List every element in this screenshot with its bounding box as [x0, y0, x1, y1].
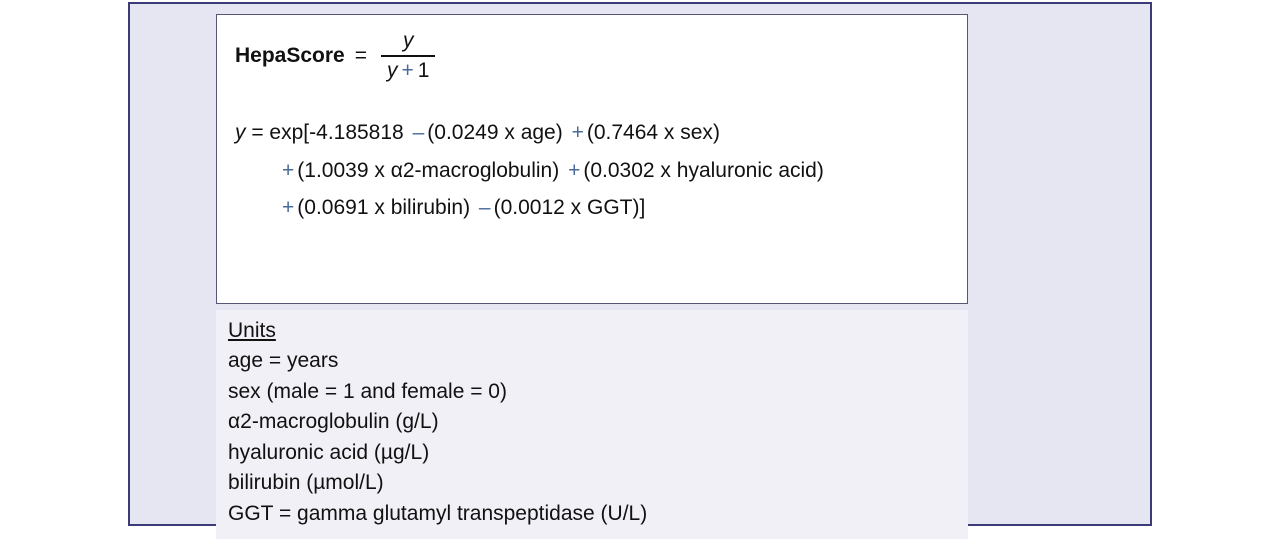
y-lhs: y [235, 121, 246, 144]
fraction-denominator-plus: + [397, 59, 417, 82]
coef-3: 1.0039 [304, 159, 368, 182]
times-5: x [374, 196, 385, 219]
op-1: – [410, 121, 428, 144]
units-row-3: hyaluronic acid (µg/L) [228, 438, 956, 468]
hepascore-fraction-line: HepaScore = y y+1 [235, 29, 949, 83]
units-row-5: GGT = gamma glutamyl transpeptidase (U/L… [228, 499, 956, 529]
units-title: Units [228, 316, 956, 346]
y-line-2: +(1.0039 x α2-macroglobulin) +(0.0302 x … [235, 155, 949, 187]
var-1: age [521, 121, 556, 144]
units-row-2: α2-macroglobulin (g/L) [228, 407, 956, 437]
fraction-numerator: y [397, 29, 420, 53]
figure-panel: HepaScore = y y+1 y = exp[-4.185818 –(0.… [128, 2, 1152, 526]
times-3: x [374, 159, 385, 182]
op-2: + [569, 121, 587, 144]
y-line-3: +(0.0691 x bilirubin) –(0.0012 x GGT)] [235, 192, 949, 224]
op-5: + [279, 196, 297, 219]
hepascore-label: HepaScore [235, 40, 345, 72]
fraction-bar [381, 55, 435, 57]
fraction: y y+1 [381, 29, 435, 83]
y-line-1: y = exp[-4.185818 –(0.0249 x age) +(0.74… [235, 117, 949, 149]
op-4: + [565, 159, 583, 182]
units-row-1: sex (male = 1 and female = 0) [228, 377, 956, 407]
var-3: α2-macroglobulin [391, 159, 553, 182]
formula-box: HepaScore = y y+1 y = exp[-4.185818 –(0.… [216, 14, 968, 304]
times-4: x [660, 159, 671, 182]
times-1: x [504, 121, 515, 144]
coef-6: 0.0012 [501, 196, 565, 219]
units-box: Units age = years sex (male = 1 and fema… [216, 310, 968, 539]
var-5: bilirubin [391, 196, 463, 219]
units-row-0: age = years [228, 346, 956, 376]
op-3: + [279, 159, 297, 182]
units-row-4: bilirubin (µmol/L) [228, 468, 956, 498]
fraction-denominator-var: y [387, 59, 398, 82]
coef-2: 0.7464 [594, 121, 658, 144]
var-4: hyaluronic acid [677, 159, 817, 182]
fraction-denominator-const: 1 [418, 59, 430, 82]
var-2: sex [680, 121, 713, 144]
equals-sign: = [355, 40, 367, 72]
y-definition: y = exp[-4.185818 –(0.0249 x age) +(0.74… [235, 117, 949, 224]
times-2: x [664, 121, 675, 144]
coef-5: 0.0691 [304, 196, 368, 219]
fraction-denominator: y+1 [381, 59, 435, 83]
y-intercept: -4.185818 [309, 121, 404, 144]
y-eq-exp: = exp[ [246, 121, 310, 144]
y-close: )] [633, 196, 646, 219]
op-6: – [476, 196, 494, 219]
coef-4: 0.0302 [590, 159, 654, 182]
times-6: x [571, 196, 582, 219]
var-6: GGT [587, 196, 633, 219]
coef-1: 0.0249 [434, 121, 498, 144]
